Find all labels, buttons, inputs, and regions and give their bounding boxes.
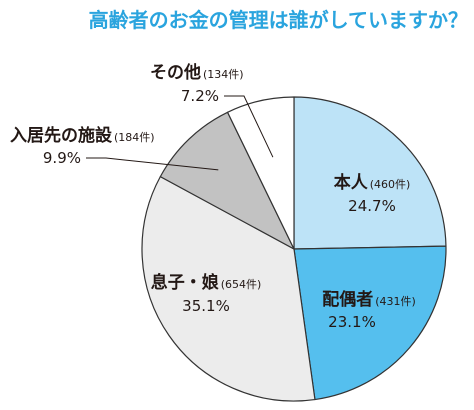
slice-count: (654件) bbox=[221, 278, 262, 291]
slice-percent: 24.7% bbox=[348, 197, 396, 215]
slice-percent: 35.1% bbox=[182, 297, 230, 315]
svg-text:息子・娘(654件): 息子・娘 (654件) bbox=[151, 272, 262, 293]
slice-count: (184件) bbox=[114, 131, 155, 144]
slice-name: 入居先の施設 bbox=[10, 125, 113, 146]
slice-label-honnin: 本人 (460件) 24.7% bbox=[334, 172, 411, 215]
svg-text:入居先の施設(184件): 入居先の施設 (184件) bbox=[10, 125, 155, 146]
slice-label-nyukyosaki: 入居先の施設 (184件) 9.9% bbox=[10, 125, 155, 167]
svg-text:配偶者(431件): 配偶者 (431件) bbox=[322, 289, 416, 310]
slice-percent: 7.2% bbox=[181, 87, 219, 105]
slice-haigusha bbox=[293, 245, 447, 401]
slice-count: (134件) bbox=[203, 68, 244, 81]
slice-name: 本人 bbox=[334, 172, 369, 193]
leader-line-sonota bbox=[224, 95, 274, 158]
slice-name: その他 bbox=[150, 62, 201, 83]
slice-name: 配偶者 bbox=[322, 289, 373, 310]
leader-line-nyukyosaki bbox=[86, 157, 219, 171]
slice-label-musuko-musume: 息子・娘 (654件) 35.1% bbox=[151, 272, 262, 315]
slice-name: 息子・娘 bbox=[151, 272, 219, 293]
slice-percent: 23.1% bbox=[328, 313, 376, 331]
slice-sonota bbox=[226, 96, 295, 250]
slice-count: (460件) bbox=[370, 178, 411, 191]
slice-label-haigusha: 配偶者 (431件) 23.1% bbox=[322, 289, 416, 331]
chart-title: 高齢者のお金の管理は誰がしていますか？ bbox=[89, 8, 468, 32]
slice-percent: 9.9% bbox=[43, 149, 81, 167]
svg-text:その他(134件): その他 (134件) bbox=[150, 62, 244, 83]
slice-honnin bbox=[293, 96, 447, 250]
slice-count: (431件) bbox=[375, 295, 416, 308]
leader-lines bbox=[86, 95, 274, 171]
slice-label-sonota: その他 (134件) 7.2% bbox=[150, 62, 244, 105]
slice-nyukyosaki bbox=[159, 111, 295, 250]
slice-musuko-musume bbox=[141, 176, 316, 402]
svg-text:本人(460件): 本人 (460件) bbox=[334, 172, 411, 193]
pie-slices bbox=[141, 96, 447, 402]
